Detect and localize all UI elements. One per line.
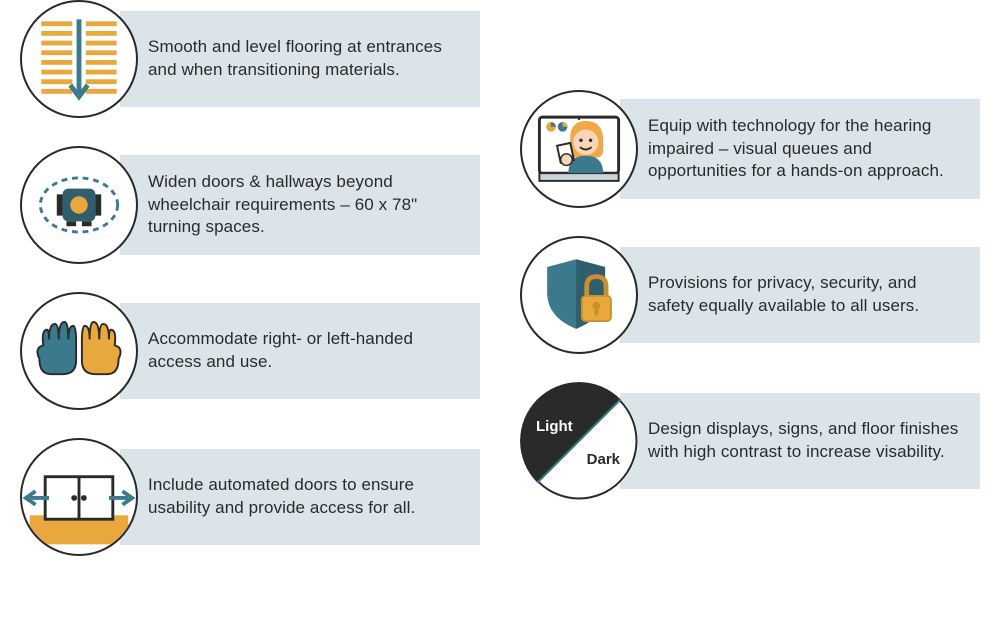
flooring-icon — [20, 0, 138, 118]
item-flooring-text-box: Smooth and level flooring at entrances a… — [120, 11, 480, 107]
item-hands-text: Accommodate right- or left-handed access… — [148, 328, 462, 374]
item-doors: Include automated doors to ensure usabil… — [20, 438, 480, 556]
item-privacy-text: Provisions for privacy, security, and sa… — [648, 272, 962, 318]
item-privacy-text-box: Provisions for privacy, security, and sa… — [620, 247, 980, 343]
doors-icon — [20, 438, 138, 556]
item-flooring-text: Smooth and level flooring at entrances a… — [148, 36, 462, 82]
item-tech-text-box: Equip with technology for the hearing im… — [620, 99, 980, 200]
item-doors-text: Include automated doors to ensure usabil… — [148, 474, 462, 520]
item-privacy: Provisions for privacy, security, and sa… — [520, 236, 980, 354]
privacy-icon — [520, 236, 638, 354]
contrast-icon: Light Dark — [520, 382, 638, 500]
tech-icon — [520, 90, 638, 208]
item-hands-text-box: Accommodate right- or left-handed access… — [120, 303, 480, 399]
item-flooring: Smooth and level flooring at entrances a… — [20, 0, 480, 118]
item-contrast-text: Design displays, signs, and floor finish… — [648, 418, 962, 464]
item-contrast-text-box: Design displays, signs, and floor finish… — [620, 393, 980, 489]
right-column: Equip with technology for the hearing im… — [500, 0, 1000, 634]
item-hands: Accommodate right- or left-handed access… — [20, 292, 480, 410]
item-contrast: Light Dark Design displays, signs, and f… — [520, 382, 980, 500]
left-column: Smooth and level flooring at entrances a… — [0, 0, 500, 634]
item-tech-text: Equip with technology for the hearing im… — [648, 115, 962, 184]
item-wheelchair-text-box: Widen doors & hallways beyond wheelchair… — [120, 155, 480, 256]
item-wheelchair-text: Widen doors & hallways beyond wheelchair… — [148, 171, 462, 240]
hands-icon — [20, 292, 138, 410]
item-doors-text-box: Include automated doors to ensure usabil… — [120, 449, 480, 545]
item-tech: Equip with technology for the hearing im… — [520, 90, 980, 208]
item-wheelchair: Widen doors & hallways beyond wheelchair… — [20, 146, 480, 264]
wheelchair-icon — [20, 146, 138, 264]
